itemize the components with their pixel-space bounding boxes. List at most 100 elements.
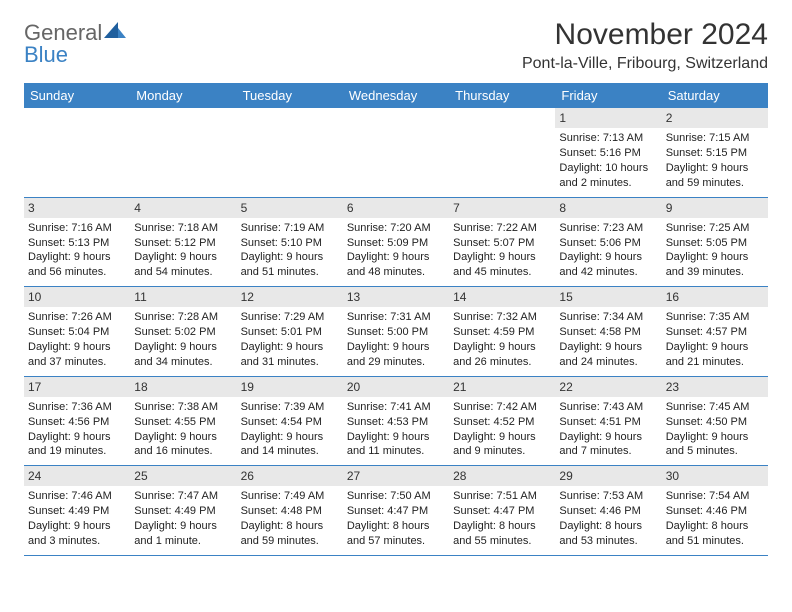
sunset-text: Sunset: 5:16 PM — [559, 146, 657, 161]
sunrise-text: Sunrise: 7:39 AM — [241, 400, 339, 415]
day-header: Thursday — [449, 83, 555, 108]
sunrise-text: Sunrise: 7:54 AM — [666, 489, 764, 504]
daylight-text: Daylight: 9 hours and 42 minutes. — [559, 250, 657, 280]
calendar-day-cell: 9 Sunrise: 7:25 AMSunset: 5:05 PMDaylight… — [662, 197, 768, 287]
calendar-day-cell: 19Sunrise: 7:39 AMSunset: 4:54 PMDayligh… — [237, 376, 343, 466]
daylight-text: Daylight: 9 hours and 31 minutes. — [241, 340, 339, 370]
calendar-day-cell: 8Sunrise: 7:23 AMSunset: 5:06 PMDaylight… — [555, 197, 661, 287]
sunset-text: Sunset: 4:50 PM — [666, 415, 764, 430]
calendar-day-cell — [24, 108, 130, 197]
calendar-day-cell: 25Sunrise: 7:47 AMSunset: 4:49 PMDayligh… — [130, 466, 236, 556]
sunset-text: Sunset: 4:52 PM — [453, 415, 551, 430]
sunset-text: Sunset: 5:07 PM — [453, 236, 551, 251]
sunrise-text: Sunrise: 7:35 AM — [666, 310, 764, 325]
calendar-day-cell: 24 Sunrise: 7:46 AMSunset: 4:49 PMDayligh… — [24, 466, 130, 556]
day-header-row: Sunday Monday Tuesday Wednesday Thursday… — [24, 83, 768, 108]
daylight-text: Daylight: 9 hours and 51 minutes. — [241, 250, 339, 280]
sunset-text: Sunset: 5:09 PM — [347, 236, 445, 251]
daylight-text: Daylight: 9 hours and 29 minutes. — [347, 340, 445, 370]
sunset-text: Sunset: 4:46 PM — [666, 504, 764, 519]
daylight-text: Daylight: 9 hours and 3 minutes. — [28, 519, 126, 549]
calendar-day-cell: 12Sunrise: 7:29 AMSunset: 5:01 PMDayligh… — [237, 287, 343, 377]
day-number: 9 — [662, 198, 768, 218]
sunrise-text: Sunrise: 7:46 AM — [28, 489, 126, 504]
sunrise-text: Sunrise: 7:49 AM — [241, 489, 339, 504]
daylight-text: Daylight: 9 hours and 16 minutes. — [134, 430, 232, 460]
calendar-day-cell: 6Sunrise: 7:20 AMSunset: 5:09 PMDaylight… — [343, 197, 449, 287]
sunset-text: Sunset: 4:55 PM — [134, 415, 232, 430]
daylight-text: Daylight: 9 hours and 54 minutes. — [134, 250, 232, 280]
calendar-day-cell: 14Sunrise: 7:32 AMSunset: 4:59 PMDayligh… — [449, 287, 555, 377]
calendar-head: Sunday Monday Tuesday Wednesday Thursday… — [24, 83, 768, 108]
sunrise-text: Sunrise: 7:45 AM — [666, 400, 764, 415]
calendar-day-cell: 30Sunrise: 7:54 AMSunset: 4:46 PMDayligh… — [662, 466, 768, 556]
day-number: 24 — [24, 466, 130, 486]
day-header: Monday — [130, 83, 236, 108]
day-number: 13 — [343, 287, 449, 307]
calendar-day-cell: 28Sunrise: 7:51 AMSunset: 4:47 PMDayligh… — [449, 466, 555, 556]
calendar-page: General Blue November 2024 Pont-la-Ville… — [0, 0, 792, 566]
day-header: Sunday — [24, 83, 130, 108]
day-header: Wednesday — [343, 83, 449, 108]
sunrise-text: Sunrise: 7:13 AM — [559, 131, 657, 146]
sunrise-text: Sunrise: 7:34 AM — [559, 310, 657, 325]
day-number: 11 — [130, 287, 236, 307]
sunrise-text: Sunrise: 7:25 AM — [666, 221, 764, 236]
sunset-text: Sunset: 4:57 PM — [666, 325, 764, 340]
calendar-day-cell: 29Sunrise: 7:53 AMSunset: 4:46 PMDayligh… — [555, 466, 661, 556]
day-number: 25 — [130, 466, 236, 486]
calendar-day-cell: 17Sunrise: 7:36 AMSunset: 4:56 PMDayligh… — [24, 376, 130, 466]
sunset-text: Sunset: 5:12 PM — [134, 236, 232, 251]
day-number: 7 — [449, 198, 555, 218]
calendar-day-cell — [449, 108, 555, 197]
calendar-day-cell — [343, 108, 449, 197]
brand-text: General Blue — [24, 22, 126, 66]
day-number: 14 — [449, 287, 555, 307]
calendar-day-cell: 4Sunrise: 7:18 AMSunset: 5:12 PMDaylight… — [130, 197, 236, 287]
sunset-text: Sunset: 5:15 PM — [666, 146, 764, 161]
day-number: 3 — [24, 198, 130, 218]
daylight-text: Daylight: 8 hours and 57 minutes. — [347, 519, 445, 549]
sunrise-text: Sunrise: 7:26 AM — [28, 310, 126, 325]
calendar-day-cell: 15Sunrise: 7:34 AMSunset: 4:58 PMDayligh… — [555, 287, 661, 377]
calendar-body: 1Sunrise: 7:13 AMSunset: 5:16 PMDaylight… — [24, 108, 768, 555]
sunrise-text: Sunrise: 7:42 AM — [453, 400, 551, 415]
daylight-text: Daylight: 9 hours and 34 minutes. — [134, 340, 232, 370]
sunset-text: Sunset: 4:49 PM — [28, 504, 126, 519]
daylight-text: Daylight: 9 hours and 39 minutes. — [666, 250, 764, 280]
sunset-text: Sunset: 5:05 PM — [666, 236, 764, 251]
calendar-week-row: 10Sunrise: 7:26 AMSunset: 5:04 PMDayligh… — [24, 287, 768, 377]
daylight-text: Daylight: 9 hours and 14 minutes. — [241, 430, 339, 460]
calendar-day-cell: 16Sunrise: 7:35 AMSunset: 4:57 PMDayligh… — [662, 287, 768, 377]
calendar-day-cell — [237, 108, 343, 197]
sunset-text: Sunset: 4:58 PM — [559, 325, 657, 340]
day-number: 2 — [662, 108, 768, 128]
sunrise-text: Sunrise: 7:43 AM — [559, 400, 657, 415]
calendar-day-cell: 13Sunrise: 7:31 AMSunset: 5:00 PMDayligh… — [343, 287, 449, 377]
day-number: 29 — [555, 466, 661, 486]
day-number: 27 — [343, 466, 449, 486]
day-number: 10 — [24, 287, 130, 307]
day-number: 16 — [662, 287, 768, 307]
sunrise-text: Sunrise: 7:53 AM — [559, 489, 657, 504]
daylight-text: Daylight: 9 hours and 9 minutes. — [453, 430, 551, 460]
day-number: 21 — [449, 377, 555, 397]
daylight-text: Daylight: 9 hours and 7 minutes. — [559, 430, 657, 460]
day-number: 6 — [343, 198, 449, 218]
sunset-text: Sunset: 4:56 PM — [28, 415, 126, 430]
sunset-text: Sunset: 4:46 PM — [559, 504, 657, 519]
calendar-day-cell: 2Sunrise: 7:15 AMSunset: 5:15 PMDaylight… — [662, 108, 768, 197]
calendar-day-cell: 3Sunrise: 7:16 AMSunset: 5:13 PMDaylight… — [24, 197, 130, 287]
calendar-day-cell: 21 Sunrise: 7:42 AMSunset: 4:52 PMDayligh… — [449, 376, 555, 466]
calendar-day-cell: 23Sunrise: 7:45 AMSunset: 4:50 PMDayligh… — [662, 376, 768, 466]
sunrise-text: Sunrise: 7:41 AM — [347, 400, 445, 415]
daylight-text: Daylight: 9 hours and 24 minutes. — [559, 340, 657, 370]
sunset-text: Sunset: 4:47 PM — [453, 504, 551, 519]
sunrise-text: Sunrise: 7:28 AM — [134, 310, 232, 325]
day-header: Friday — [555, 83, 661, 108]
location-subtitle: Pont-la-Ville, Fribourg, Switzerland — [522, 55, 768, 73]
daylight-text: Daylight: 8 hours and 59 minutes. — [241, 519, 339, 549]
sunrise-text: Sunrise: 7:15 AM — [666, 131, 764, 146]
calendar-week-row: 24Sunrise: 7:46 AMSunset: 4:49 PMDayligh… — [24, 466, 768, 556]
sunset-text: Sunset: 4:49 PM — [134, 504, 232, 519]
